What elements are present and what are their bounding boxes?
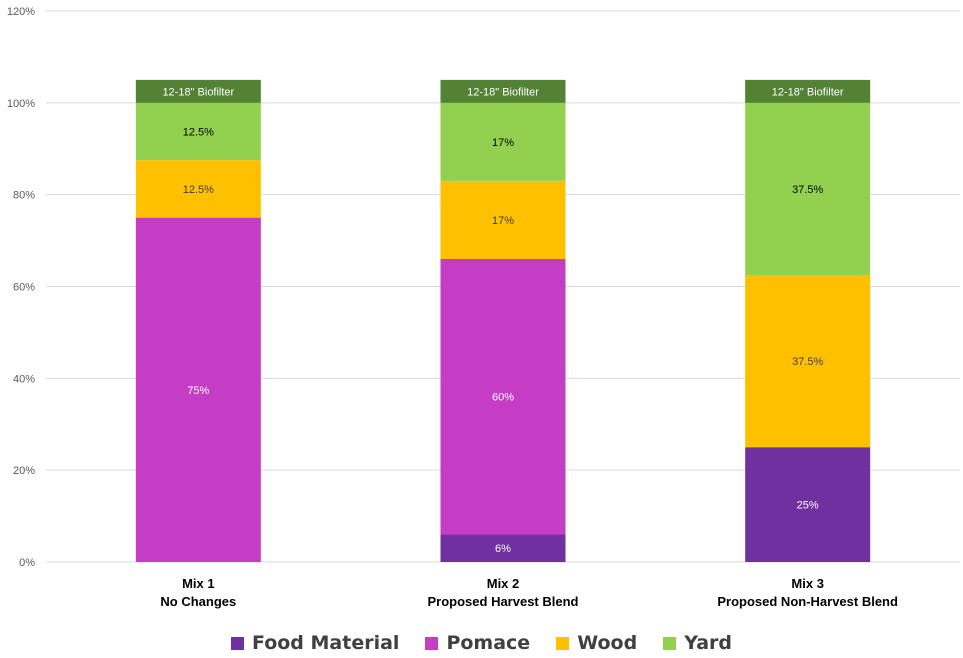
data-label: 6% — [495, 543, 511, 555]
data-label: 12.5% — [183, 184, 214, 196]
biofilter-cap — [135, 79, 261, 103]
bar-segment — [135, 217, 261, 562]
y-tick-label: 20% — [13, 465, 35, 477]
biofilter-label: 12-18" Biofilter — [467, 86, 539, 98]
legend-item-wood: Wood — [556, 632, 637, 654]
biofilter-cap — [440, 79, 566, 103]
category-label: Proposed Harvest Blend — [428, 594, 579, 609]
y-tick-label: 120% — [7, 6, 35, 18]
biofilter-cap — [745, 79, 871, 103]
category-label: Proposed Non-Harvest Blend — [717, 594, 898, 609]
y-tick-label: 40% — [13, 373, 35, 385]
legend-label-pomace: Pomace — [446, 632, 531, 654]
bar-segment — [440, 258, 566, 535]
stacked-bar-chart: 0% 20% 40% 60% 80% 100% 120% 75% 12.5% 12.5% 12-18… — [7, 6, 960, 609]
data-label: 17% — [492, 215, 514, 227]
data-label: 12.5% — [183, 127, 214, 139]
legend-label-food-material: Food Material — [251, 632, 400, 654]
category-label: Mix 1 — [182, 576, 215, 591]
bar-segment — [440, 534, 566, 562]
data-label: 75% — [187, 385, 209, 397]
y-tick-label: 80% — [13, 190, 35, 202]
data-label: 60% — [492, 392, 514, 404]
category-label: No Changes — [160, 594, 236, 609]
bar-segment — [135, 160, 261, 218]
biofilter-label: 12-18" Biofilter — [772, 86, 844, 98]
legend-swatch-pomace — [425, 636, 439, 650]
bar-segment — [745, 447, 871, 562]
legend: Food Material Pomace Wood Yard — [0, 628, 963, 658]
y-tick-label: 0% — [19, 557, 35, 569]
legend-swatch-wood — [556, 636, 570, 650]
bar-segment — [440, 180, 566, 259]
bar-segment — [135, 102, 261, 161]
legend-swatch-food-material — [230, 636, 244, 650]
bar-segment — [440, 102, 566, 181]
legend-label-wood: Wood — [577, 632, 638, 654]
data-label: 17% — [492, 137, 514, 149]
legend-label-yard: Yard — [684, 632, 732, 654]
legend-item-food-material: Food Material — [230, 632, 400, 654]
bar-segment — [745, 275, 871, 448]
data-label: 25% — [797, 500, 819, 512]
data-label: 37.5% — [792, 356, 823, 368]
legend-item-pomace: Pomace — [425, 632, 530, 654]
category-label: Mix 2 — [487, 576, 520, 591]
bar-segment — [745, 102, 871, 276]
category-label: Mix 3 — [791, 576, 824, 591]
legend-swatch-yard — [663, 636, 677, 650]
legend-item-yard: Yard — [663, 632, 732, 654]
y-tick-label: 60% — [13, 282, 35, 294]
y-tick-label: 100% — [7, 98, 35, 110]
biofilter-label: 12-18" Biofilter — [162, 86, 234, 98]
data-label: 37.5% — [792, 184, 823, 196]
